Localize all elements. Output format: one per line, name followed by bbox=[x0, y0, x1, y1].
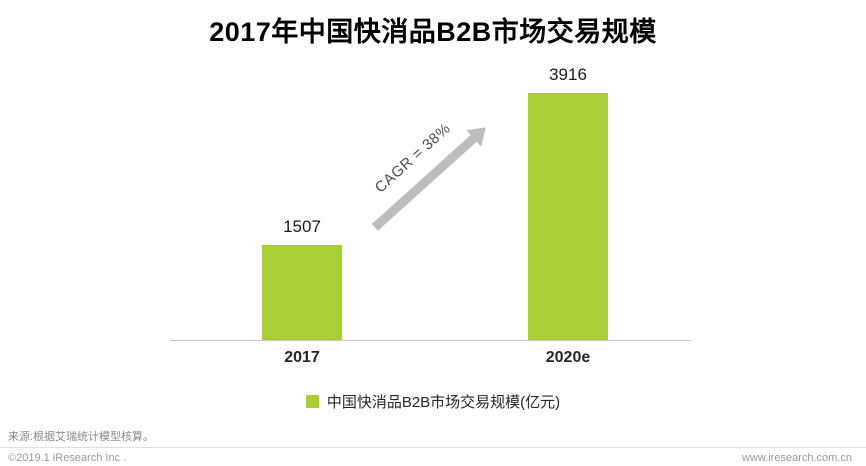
bar-2020e bbox=[528, 93, 608, 340]
footer-copyright: ©2019.1 iResearch Inc . bbox=[8, 452, 127, 464]
chart-title: 2017年中国快消品B2B市场交易规模 bbox=[209, 17, 657, 47]
source-note: 来源:根据艾瑞统计模型核算。 bbox=[8, 431, 155, 443]
cagr-annotation: CAGR = 38% bbox=[350, 100, 496, 238]
x-tick-2020e: 2020e bbox=[545, 349, 591, 366]
bar-group-2020e: 3916 bbox=[528, 0, 608, 340]
bar-value-label: 3916 bbox=[549, 65, 587, 84]
legend: 中国快消品B2B市场交易规模(亿元) bbox=[0, 391, 866, 412]
bar-2017 bbox=[262, 245, 342, 340]
legend-label: 中国快消品B2B市场交易规模(亿元) bbox=[326, 394, 561, 411]
x-tick-2017: 2017 bbox=[284, 349, 320, 366]
footer-website-link[interactable]: www.iresearch.com.cn bbox=[741, 452, 852, 464]
bar-value-label: 1507 bbox=[283, 217, 321, 236]
legend-swatch bbox=[305, 395, 319, 408]
footer-divider bbox=[0, 447, 866, 448]
x-axis-line bbox=[170, 340, 692, 341]
bar-group-2017: 1507 bbox=[262, 0, 342, 340]
